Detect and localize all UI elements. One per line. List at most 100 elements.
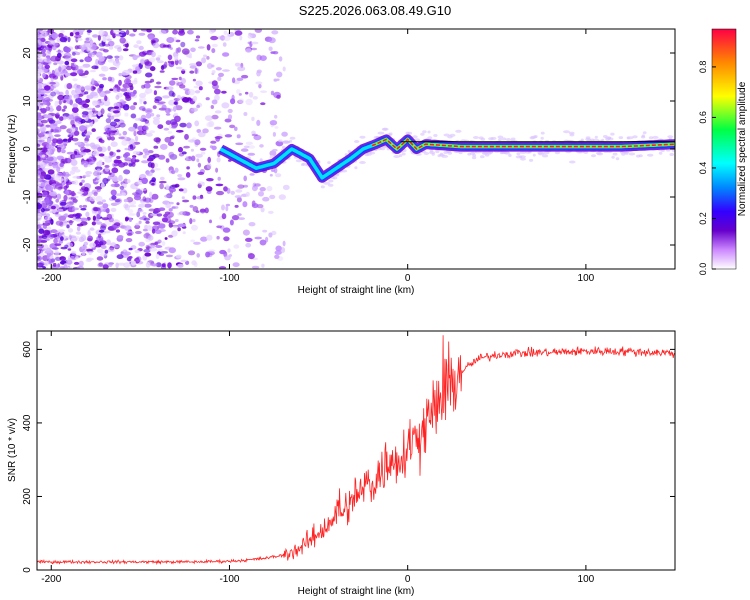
- spectrogram-cell: [40, 119, 48, 124]
- spectrogram-cell: [50, 85, 57, 89]
- spectrogram-cell: [145, 232, 150, 237]
- spectrogram-cell: [123, 262, 131, 268]
- spectrogram-cell: [97, 233, 102, 239]
- spectrogram-cell: [280, 247, 286, 253]
- spectrogram-cell: [168, 187, 176, 193]
- spectrogram-cell: [245, 191, 250, 197]
- spectrogram-cell: [193, 241, 201, 245]
- spectrogram-cell: [65, 89, 69, 96]
- spectrogram-cell: [54, 255, 59, 261]
- spectrogram-cell: [124, 225, 132, 231]
- spectrogram-cell: [149, 191, 153, 198]
- spectrogram-cell: [242, 201, 248, 208]
- spectrogram-cell: [142, 212, 147, 215]
- spectrogram-cell: [144, 151, 150, 156]
- spectrogram-cell: [197, 162, 202, 168]
- spectrogram-cell: [185, 172, 191, 178]
- spectrogram-cell: [121, 192, 126, 196]
- spectrogram-cell: [203, 54, 207, 58]
- spectrogram-cell: [377, 131, 385, 135]
- spectrogram-cell: [172, 29, 179, 35]
- spectrogram-cell: [271, 230, 277, 236]
- spectrogram-cell: [591, 154, 596, 158]
- spectrogram-cell: [62, 213, 68, 218]
- spectrogram-cell: [86, 216, 91, 221]
- spectrogram-cell: [49, 81, 56, 85]
- spectrogram-cell: [229, 219, 234, 226]
- spectrogram-cell: [67, 248, 72, 251]
- spectrogram-cell: [37, 198, 41, 205]
- spectrogram-cell: [57, 173, 64, 176]
- colorbar: 0.0 0.2 0.4 0.6 0.8 Normalized spectral ampl…: [698, 28, 748, 275]
- spectrogram-cell: [85, 248, 93, 252]
- spectrogram-cell: [107, 247, 115, 253]
- spectrogram-cell: [124, 147, 129, 151]
- spectrogram-cell: [359, 161, 366, 164]
- spectrogram-cell: [85, 143, 91, 147]
- spectrogram-cell: [90, 85, 96, 92]
- spectrogram-cell: [295, 159, 303, 163]
- spectrogram-cell: [178, 59, 182, 65]
- spectrogram-cell: [198, 86, 203, 91]
- spectrogram-cell: [245, 98, 253, 106]
- spectrogram-cell: [125, 29, 130, 35]
- spectrogram-cell: [519, 155, 526, 159]
- spectrogram-cell: [76, 141, 82, 145]
- spectrogram-cell: [64, 244, 69, 248]
- spectrogram-cell: [110, 136, 115, 141]
- spectrogram-cell: [90, 91, 98, 97]
- spectrogram-cell: [272, 51, 279, 55]
- spectrogram-cell: [198, 131, 206, 138]
- spectrogram-cell: [554, 151, 561, 155]
- spectrogram-cell: [186, 166, 190, 170]
- spectrogram-cell: [100, 65, 107, 70]
- spectrogram-cell: [144, 119, 150, 124]
- spectrogram-cell: [210, 35, 219, 41]
- spectrogram-cell: [149, 130, 156, 134]
- spectrogram-cell: [118, 136, 125, 140]
- spectrogram-cell: [159, 176, 165, 181]
- snr-xlabel: Height of straight line (km): [298, 586, 415, 597]
- spectrogram-cell: [143, 83, 151, 89]
- spectrogram-cell: [52, 138, 58, 144]
- spectrogram-cell: [37, 31, 41, 35]
- y-tick-label: 600: [22, 341, 33, 358]
- spectrogram-cell: [58, 144, 64, 148]
- spectrogram-cell: [179, 68, 187, 72]
- spectrogram-cell: [91, 221, 97, 226]
- spectrogram-cell: [65, 173, 71, 177]
- spectrogram-cell: [621, 152, 626, 156]
- spectrogram-cell: [86, 124, 90, 128]
- spectrogram-cell: [66, 83, 73, 90]
- spectrogram-cell: [59, 125, 67, 130]
- spectrogram-cell: [54, 100, 59, 107]
- spectrogram-cell: [83, 164, 88, 168]
- spectrogram-cell: [119, 185, 125, 190]
- spectrogram-cell: [72, 103, 78, 109]
- spectrogram-cell: [103, 126, 108, 132]
- spectrogram-cell: [124, 112, 129, 117]
- spectrogram-cell: [47, 149, 53, 154]
- spectrogram-cell: [64, 60, 70, 66]
- y-tick-label: 20: [22, 47, 33, 59]
- spectrogram-cell: [180, 77, 186, 85]
- spectrogram-cell: [129, 33, 136, 37]
- spectrogram-cell: [171, 77, 179, 81]
- spectrogram-cell: [118, 72, 123, 77]
- spectrogram-cell: [449, 133, 456, 137]
- spectrogram-cell: [281, 131, 288, 137]
- spectrogram-cell: [190, 239, 196, 243]
- spectrogram-cell: [97, 243, 102, 248]
- spectrogram-cell: [647, 153, 654, 157]
- spectrogram-cell: [70, 192, 77, 196]
- spectrogram-cell: [427, 130, 431, 134]
- spectrogram-cell: [144, 252, 152, 257]
- spectrogram-cell: [88, 251, 92, 255]
- spectrogram-cell: [75, 213, 81, 220]
- spectrogram-cell: [37, 96, 43, 101]
- spectrogram-cell: [98, 55, 105, 62]
- spectrogram-cell: [60, 236, 64, 241]
- spectrogram-cell: [112, 88, 119, 93]
- spectrogram-cell: [41, 147, 48, 151]
- spectrogram-cell: [134, 249, 140, 254]
